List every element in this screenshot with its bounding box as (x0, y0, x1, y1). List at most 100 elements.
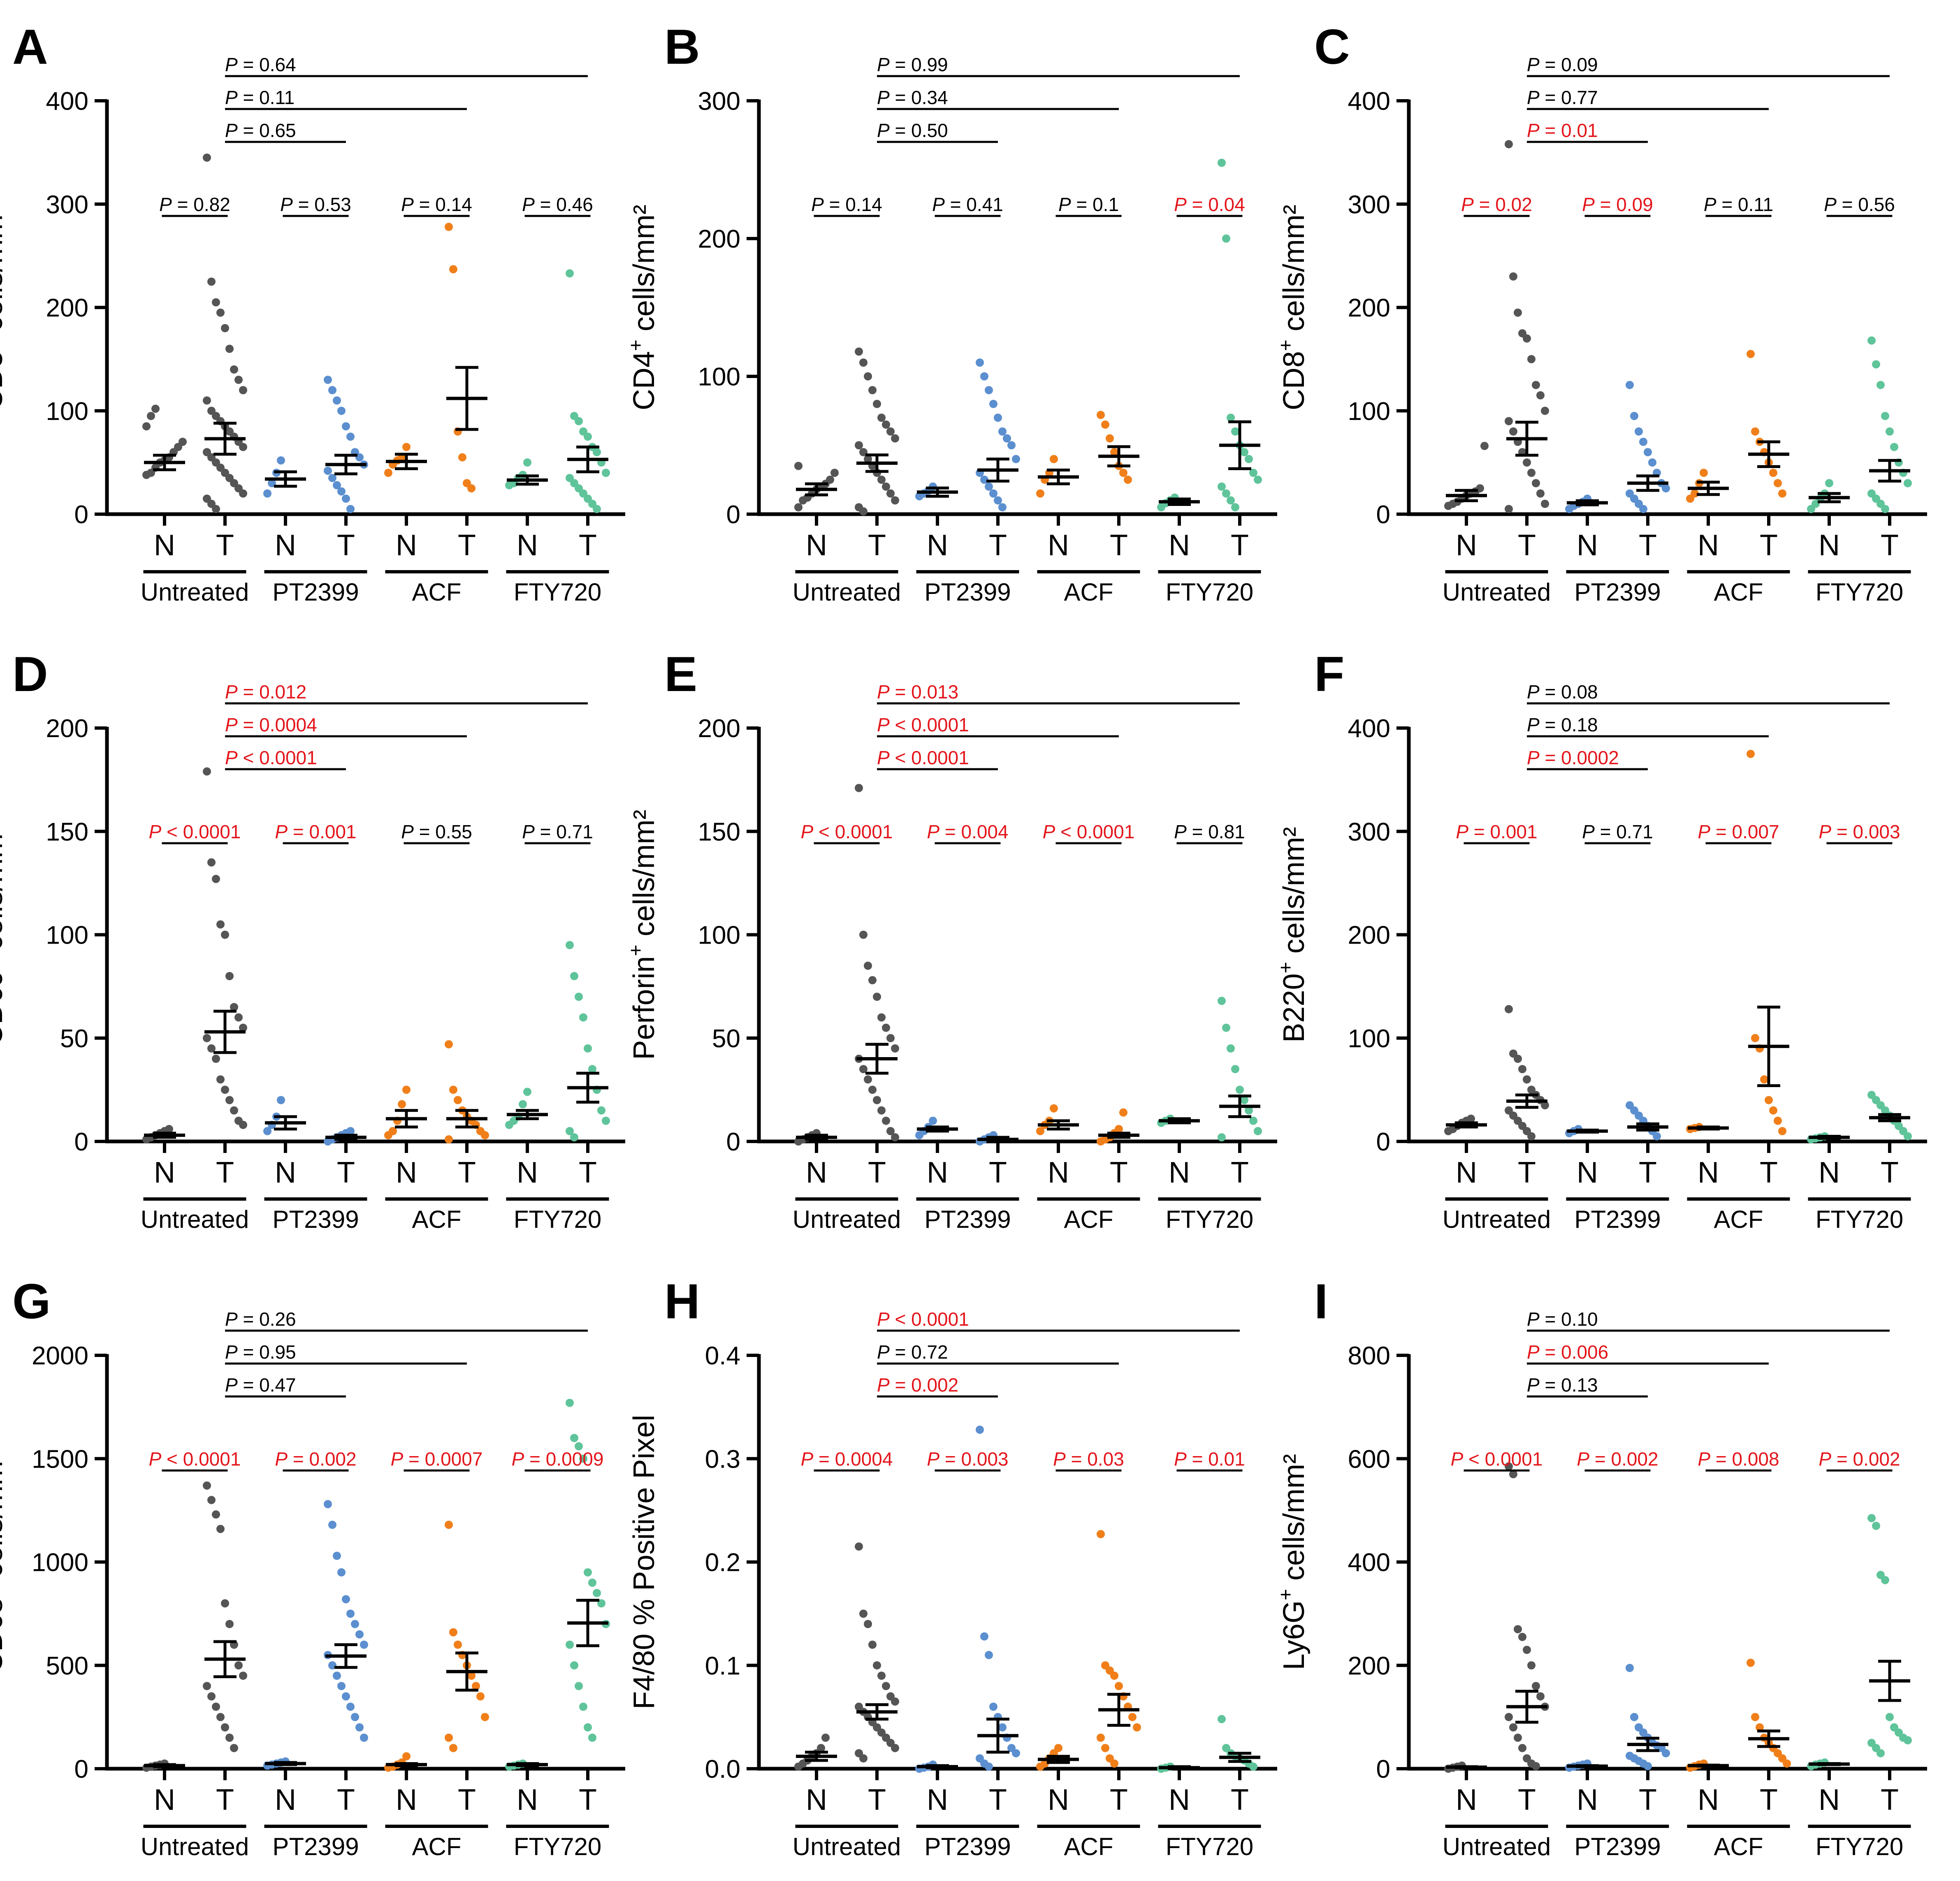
pair-p-value: P = 0.02 (1461, 194, 1532, 215)
data-point (342, 422, 350, 431)
y-tick-label: 100 (46, 921, 88, 950)
data-point (203, 1682, 211, 1690)
p-text: = 0.008 (1710, 1448, 1779, 1470)
data-point (1505, 1005, 1513, 1014)
data-point (1751, 427, 1759, 436)
x-tick-label: T (1639, 1784, 1657, 1816)
data-point (216, 1713, 225, 1721)
data-point (147, 412, 155, 420)
x-tick-label: N (1577, 1156, 1598, 1189)
p-symbol: P (1451, 1448, 1464, 1470)
p-text: = 0.10 (1540, 1308, 1598, 1330)
x-tick-label: N (806, 529, 827, 562)
data-point (351, 1713, 359, 1721)
data-point (1054, 1744, 1062, 1752)
data-point (1532, 1682, 1540, 1690)
y-axis-label: CD69+ cells/mm² (0, 823, 9, 1046)
data-point (873, 993, 881, 1001)
pair-p-value: P = 0.11 (1704, 194, 1773, 215)
data-point (588, 1578, 596, 1587)
data-point (1769, 1106, 1777, 1115)
data-point (985, 386, 993, 394)
x-tick-label: N (154, 1784, 175, 1816)
data-point (346, 432, 355, 441)
panel-letter: I (1314, 1274, 1328, 1329)
data-point (333, 1552, 341, 1560)
data-point (342, 1692, 350, 1701)
p-symbol: P (1577, 1448, 1589, 1470)
p-symbol: P (877, 681, 890, 703)
data-point (1626, 380, 1634, 389)
x-tick-label: N (1577, 529, 1598, 562)
data-point (1778, 489, 1786, 498)
data-point (855, 784, 863, 792)
data-point (239, 1120, 247, 1129)
y-label-suffix: cells/mm² (0, 1451, 9, 1586)
data-point (1536, 1692, 1545, 1701)
x-tick-label: T (458, 529, 476, 562)
p-symbol: P (401, 194, 414, 215)
data-point (221, 930, 229, 939)
data-point (1505, 1462, 1513, 1471)
pair-p-value: P = 0.007 (1698, 821, 1779, 842)
data-point (588, 1065, 596, 1074)
data-point (1532, 479, 1540, 487)
data-point (1541, 406, 1549, 415)
data-point (1700, 469, 1708, 477)
p-symbol: P (877, 1374, 890, 1396)
data-point (263, 1127, 271, 1135)
data-point (1523, 458, 1531, 467)
data-point (360, 1640, 368, 1649)
data-point (1876, 380, 1885, 389)
data-point (212, 505, 220, 513)
data-point (481, 1131, 489, 1139)
data-point (584, 1723, 592, 1732)
data-point (467, 484, 476, 493)
data-point (882, 482, 890, 491)
x-tick-label: N (396, 1784, 417, 1816)
data-point (873, 1096, 881, 1104)
x-tick-label: N (517, 529, 538, 562)
data-point (1505, 140, 1513, 148)
y-tick-label: 0 (74, 1755, 88, 1784)
panel-g: G 0 500 1000 1500 2000 CD68+ cells/mm² N T N T N T N T… (0, 1274, 625, 1860)
data-point (216, 1525, 225, 1533)
data-point (342, 494, 350, 503)
x-tick-label: T (868, 529, 886, 562)
x-tick-label: N (517, 1784, 538, 1816)
p-text: < 0.0001 (161, 1448, 241, 1470)
data-point (1527, 1132, 1536, 1141)
data-point (1050, 1104, 1058, 1113)
pair-p-value: P = 0.14 (401, 194, 472, 215)
data-point (467, 1671, 476, 1680)
panel-letter: B (664, 19, 700, 74)
panel-letter: D (12, 647, 48, 702)
x-tick-label: N (1698, 1784, 1719, 1816)
data-point (342, 1595, 350, 1603)
data-point (575, 1442, 583, 1451)
y-tick-label: 0 (74, 501, 88, 529)
data-point (1514, 1625, 1522, 1633)
x-tick-label: T (868, 1156, 886, 1189)
data-point (794, 462, 803, 470)
x-tick-label: T (1231, 529, 1249, 562)
data-point (566, 269, 574, 278)
y-label-suffix: cells/mm² (0, 823, 9, 958)
p-symbol: P (877, 54, 890, 75)
x-tick-label: T (1231, 1784, 1249, 1816)
pair-p-value: P = 0.81 (1174, 821, 1245, 842)
y-label-name: CD68 (0, 1597, 9, 1673)
data-point (1751, 1034, 1759, 1042)
p-symbol: P (1527, 681, 1540, 703)
data-point (328, 386, 336, 394)
data-point (864, 1075, 872, 1084)
group-label: Untreated (793, 1206, 901, 1233)
data-point (855, 1542, 863, 1551)
p-text: = 0.71 (535, 821, 593, 842)
data-point (566, 941, 574, 949)
data-point (1509, 272, 1517, 281)
data-point (1231, 503, 1239, 512)
p-symbol: P (225, 1341, 238, 1363)
data-point (1876, 1749, 1885, 1758)
data-point (1115, 1125, 1123, 1133)
